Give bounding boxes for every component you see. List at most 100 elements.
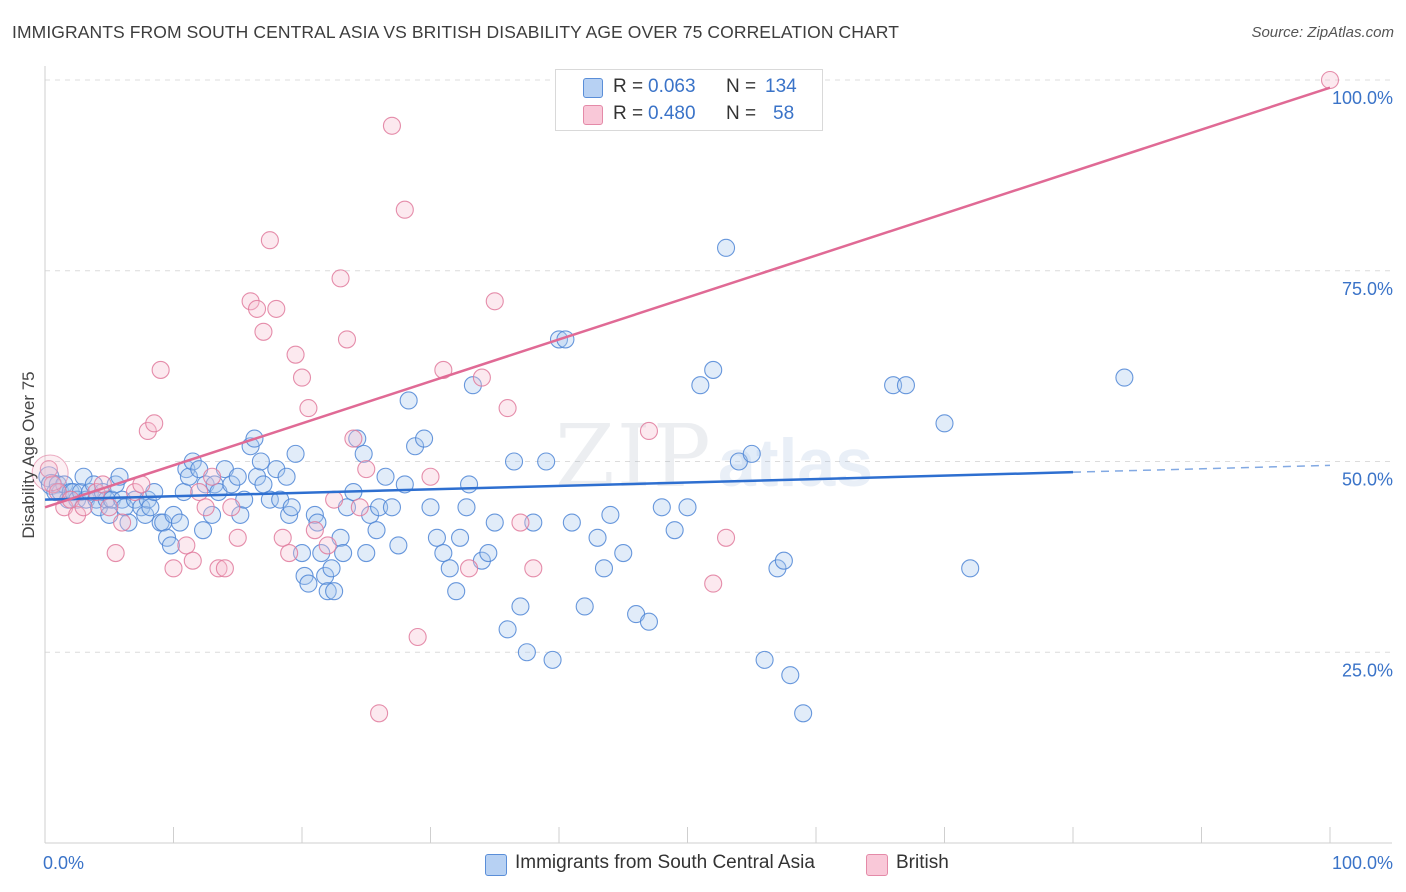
data-point: [382, 498, 402, 517]
data-point: [247, 467, 267, 486]
data-point: [318, 536, 337, 555]
data-point: [451, 528, 470, 547]
legend-swatch-blue: [583, 78, 603, 98]
data-point: [524, 513, 543, 532]
data-point: [190, 482, 209, 502]
data-point: [267, 299, 286, 318]
data-point: [267, 460, 286, 479]
data-point: [884, 376, 903, 395]
watermark-zip: ZIP: [555, 407, 713, 507]
data-point: [498, 399, 517, 418]
data-point: [277, 467, 296, 486]
data-point: [344, 429, 363, 448]
data-point: [935, 414, 954, 433]
data-point: [305, 521, 324, 540]
legend-r-value: 0.480: [648, 103, 696, 124]
data-point: [260, 490, 279, 509]
y-tick-label: 100.0%: [1332, 88, 1393, 108]
watermark: ZIP atlas: [555, 407, 873, 507]
axes: [44, 66, 1392, 844]
data-point: [254, 322, 273, 341]
data-point: [251, 452, 270, 471]
chart-title: IMMIGRANTS FROM SOUTH CENTRAL ASIA VS BR…: [12, 22, 900, 42]
data-point: [325, 582, 344, 601]
data-point: [241, 292, 260, 311]
data-point: [299, 574, 318, 593]
data-point: [31, 454, 69, 492]
legend-series-name: Immigrants from South Central Asia: [515, 852, 815, 873]
data-point: [691, 376, 710, 395]
data-point: [354, 444, 373, 463]
data-point: [421, 467, 440, 486]
data-point: [164, 559, 183, 578]
data-point: [68, 505, 87, 524]
trend-line-blue-extension: [1072, 464, 1331, 473]
data-point: [113, 513, 132, 532]
legend-n-value: 134: [765, 76, 797, 97]
legend-r-label: R =: [613, 76, 644, 97]
data-point: [299, 399, 318, 418]
data-point: [334, 544, 353, 563]
data-point: [511, 597, 530, 616]
data-point: [485, 513, 504, 532]
data-point: [543, 650, 562, 669]
data-point: [247, 299, 267, 318]
data-point: [415, 429, 434, 448]
data-point: [389, 536, 408, 555]
axis-labels: 25.0% 50.0% 75.0% 100.0% 0.0% 100.0% Disabilit…: [19, 88, 1393, 873]
data-point: [119, 513, 138, 532]
data-point: [183, 551, 202, 570]
data-point: [74, 467, 93, 486]
data-point: [485, 292, 504, 311]
data-point: [348, 429, 367, 448]
legend-n-label: N =: [726, 76, 757, 97]
data-point: [742, 444, 761, 463]
source-label: Source: ZipAtlas.com: [1251, 24, 1394, 41]
data-point: [472, 368, 491, 387]
data-point: [427, 528, 446, 547]
data-point: [161, 536, 180, 555]
y-tick-label: 25.0%: [1342, 660, 1393, 680]
legend-r-value: 0.063: [648, 76, 696, 97]
data-point: [254, 475, 273, 494]
trend-lines: [44, 86, 1331, 509]
data-point: [781, 666, 800, 685]
data-point: [575, 597, 594, 616]
data-point: [601, 505, 620, 524]
data-point: [194, 521, 213, 540]
data-point: [151, 360, 170, 379]
data-point: [100, 498, 119, 517]
data-point: [716, 238, 736, 257]
series-blue-points: [38, 238, 1134, 723]
data-point: [286, 444, 305, 463]
data-point: [177, 536, 196, 555]
legend-swatch-pink: [583, 105, 603, 125]
data-point: [203, 467, 222, 486]
data-point: [421, 498, 440, 517]
data-point: [457, 498, 476, 517]
y-axis-label: Disability Age Over 75: [19, 371, 38, 538]
trend-line-blue: [44, 470, 1074, 501]
legend-n-value: 58: [773, 103, 795, 124]
data-point: [665, 521, 684, 540]
data-point: [145, 414, 164, 433]
data-point: [399, 391, 418, 410]
data-point: [588, 528, 607, 547]
data-point: [179, 467, 198, 486]
data-point: [141, 498, 160, 517]
data-point: [196, 498, 215, 517]
legend-swatch-blue: [485, 854, 507, 876]
data-point: [357, 544, 376, 563]
data-point: [357, 460, 376, 479]
data-point: [896, 376, 916, 395]
legend-n-label: N =: [726, 103, 757, 124]
data-point: [1320, 70, 1340, 90]
data-point: [1115, 368, 1134, 387]
data-point: [312, 544, 331, 563]
data-point: [716, 528, 736, 547]
data-point: [434, 544, 453, 563]
data-point: [273, 528, 292, 547]
legend-box: R = 0.063 N = 134 R = 0.480 N = 58: [555, 69, 823, 131]
trend-line-pink: [44, 86, 1331, 509]
